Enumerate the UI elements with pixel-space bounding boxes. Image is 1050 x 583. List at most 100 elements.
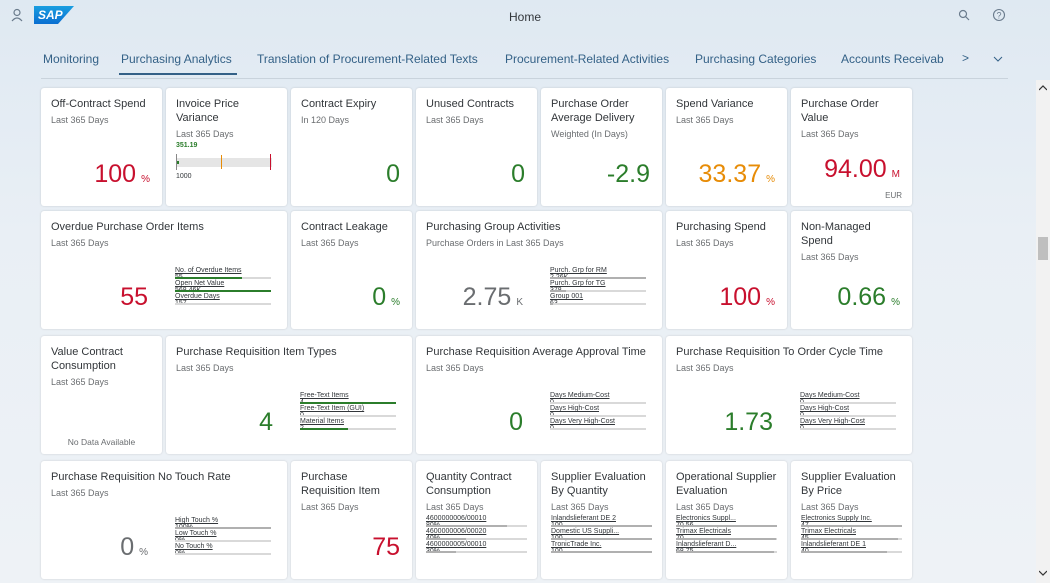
- user-icon[interactable]: [10, 8, 24, 22]
- row-fill: [175, 277, 243, 279]
- comparison-row: Inlandslieferant DE 2100: [551, 515, 652, 529]
- tab-underline: [119, 73, 237, 75]
- tile[interactable]: Overdue Purchase Order Items Last 365 Day…: [41, 211, 287, 329]
- tile[interactable]: Purchase Requisition Item Last 365 Days 75: [291, 461, 412, 579]
- tile[interactable]: Purchase Requisition Item Types Last 365 …: [166, 336, 412, 454]
- tile[interactable]: Spend Variance Last 365 Days 33.37%: [666, 88, 787, 206]
- tile[interactable]: Invoice Price Variance Last 365 Days 351.1…: [166, 88, 287, 206]
- tile-title: Contract Leakage: [301, 221, 388, 233]
- tile[interactable]: Purchasing Group Activities Purchase Orde…: [416, 211, 662, 329]
- scrollbar[interactable]: [1036, 80, 1050, 583]
- row-fill: [426, 525, 507, 527]
- tab[interactable]: Purchasing Analytics: [121, 52, 232, 66]
- help-icon[interactable]: ?: [992, 8, 1006, 22]
- tab[interactable]: Monitoring: [43, 52, 100, 66]
- chart-target: [270, 154, 271, 170]
- chart-mark: [221, 155, 222, 169]
- tile-header: Operational Supplier Evaluation Last 365 …: [676, 470, 779, 513]
- row-fill: [676, 551, 774, 553]
- comparison-row: Free-Text Items4: [300, 392, 396, 406]
- tile[interactable]: Non-Managed Spend Last 365 Days 0.66%: [791, 211, 912, 329]
- tile[interactable]: Off-Contract Spend Last 365 Days 100%: [41, 88, 162, 206]
- comparison-row: Days Very High-Cost0: [800, 418, 896, 432]
- tile[interactable]: Purchase Requisition No Touch Rate Last 3…: [41, 461, 287, 579]
- comparison-row: Group 00163: [550, 293, 646, 307]
- kpi-number: 2.75: [462, 283, 512, 311]
- row-track: [550, 303, 646, 305]
- chart-axis: [176, 154, 177, 170]
- tile[interactable]: Contract Leakage Last 365 Days 0%: [291, 211, 412, 329]
- row-fill: [175, 303, 204, 305]
- tile[interactable]: Purchasing Spend Last 365 Days 100%: [666, 211, 787, 329]
- kpi-number: 0: [386, 160, 400, 188]
- tile-subtitle: Weighted (In Days): [551, 129, 628, 139]
- row-fill: [550, 290, 567, 292]
- tile-title: Purchasing Spend: [676, 221, 766, 233]
- tile[interactable]: Unused Contracts Last 365 Days 0: [416, 88, 537, 206]
- tab[interactable]: Accounts Receivab: [841, 52, 944, 66]
- row-fill: [550, 277, 646, 279]
- tile-subtitle: In 120 Days: [301, 115, 350, 125]
- svg-text:?: ?: [996, 11, 1001, 21]
- row-label: 4600000005/00010: [426, 541, 487, 548]
- row-label: Low Touch %: [175, 530, 217, 537]
- row-label: Free-Text Item (GUI): [300, 405, 365, 412]
- tile-header: Off-Contract Spend Last 365 Days: [51, 97, 154, 126]
- tile[interactable]: Supplier Evaluation By Quantity Last 365 …: [541, 461, 662, 579]
- tile[interactable]: Purchase Requisition Average Approval Ti…: [416, 336, 662, 454]
- comparison-row: Days Medium-Cost0: [800, 392, 896, 406]
- row-label: Days Medium-Cost: [800, 392, 860, 399]
- scroll-thumb[interactable]: [1038, 237, 1048, 260]
- tile[interactable]: Quantity Contract Consumption Last 365 Da…: [416, 461, 537, 579]
- tab[interactable]: Purchasing Categories: [695, 52, 817, 66]
- tile[interactable]: Purchase Order Average Delivery Weighted …: [541, 88, 662, 206]
- row-track: [300, 415, 396, 417]
- row-track: [550, 428, 646, 430]
- comparison-row: Purch. Grp for TG378: [550, 280, 646, 294]
- tile-title: Purchase Requisition To Order Cycle Time: [676, 346, 884, 358]
- tile[interactable]: Purchase Requisition To Order Cycle Time…: [666, 336, 912, 454]
- comparison-list: No. of Overdue Items55Open Net Value568.…: [175, 267, 271, 307]
- tile-subtitle: Last 365 Days: [676, 502, 734, 512]
- comparison-row: Open Net Value568.46K: [175, 280, 271, 294]
- tile[interactable]: Operational Supplier Evaluation Last 365 …: [666, 461, 787, 579]
- tile[interactable]: Supplier Evaluation By Price Last 365 Day…: [791, 461, 912, 579]
- row-label: Days High-Cost: [800, 405, 850, 412]
- tile[interactable]: Contract Expiry In 120 Days 0: [291, 88, 412, 206]
- kpi-unit: %: [766, 297, 775, 308]
- row-track: [175, 553, 271, 555]
- tile[interactable]: Purchase Order Value Last 365 Days 94.00 M E…: [791, 88, 912, 206]
- comparison-row: Free-Text Item (GUI)0: [300, 405, 396, 419]
- tile-header: Purchase Order Value Last 365 Days: [801, 97, 904, 140]
- row-label: No. of Overdue Items: [175, 267, 242, 274]
- tab[interactable]: Translation of Procurement-Related Texts: [257, 52, 478, 66]
- kpi-value: 100%: [94, 160, 150, 189]
- row-fill: [300, 428, 348, 430]
- row-label: Free-Text Items: [300, 392, 349, 399]
- tile-subtitle: Last 365 Days: [676, 238, 734, 248]
- tab-overflow[interactable]: [993, 55, 1003, 63]
- kpi-number: -2.9: [606, 160, 650, 188]
- comparison-row: No Touch %0%: [175, 543, 271, 557]
- comparison-row: TronicTrade Inc.100: [551, 541, 652, 555]
- kpi-value: 2.75 K: [463, 283, 523, 312]
- kpi-number: 75: [372, 533, 400, 561]
- tab-next[interactable]: >: [962, 51, 970, 65]
- tab[interactable]: Procurement-Related Activities: [505, 52, 670, 66]
- row-fill: [551, 551, 652, 553]
- kpi-value: 100%: [719, 283, 775, 312]
- row-track: [426, 551, 527, 553]
- tile-title: Overdue Purchase Order Items: [51, 221, 204, 233]
- row-fill: [801, 551, 887, 553]
- search-icon[interactable]: [958, 9, 970, 21]
- kpi-number: 4: [259, 408, 273, 436]
- tile-subtitle: Purchase Orders in Last 365 Days: [426, 238, 564, 248]
- kpi-unit: M: [891, 169, 900, 180]
- tile-header: Supplier Evaluation By Price Last 365 Day…: [801, 470, 904, 513]
- page-title: Home: [508, 10, 541, 24]
- kpi-number: 33.37: [698, 160, 762, 188]
- comparison-list: 4600000006/0001080%4600000006/0002040%46…: [426, 515, 527, 555]
- tile[interactable]: Value Contract Consumption Last 365 Days N…: [41, 336, 162, 454]
- row-fill: [300, 402, 396, 404]
